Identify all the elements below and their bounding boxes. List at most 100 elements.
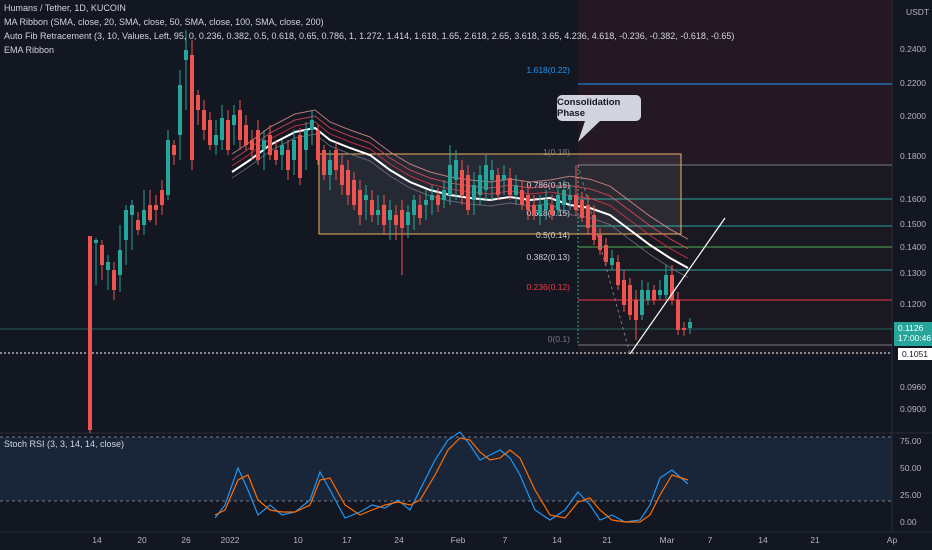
fib-label: 1.618(0.22): [527, 65, 571, 75]
candle-body: [364, 195, 368, 200]
candle-body: [400, 210, 404, 228]
candle-body: [604, 245, 608, 262]
candle-body: [358, 190, 362, 215]
candle-body: [436, 195, 440, 205]
candle-body: [598, 235, 602, 250]
time-tick: 14: [92, 535, 102, 545]
candle-body: [592, 215, 596, 240]
candle-body: [166, 140, 170, 195]
price-tick: 0.1200: [900, 299, 926, 309]
candle-body: [640, 290, 644, 315]
candle-body: [514, 185, 518, 195]
indicator-auto-fib[interactable]: Auto Fib Retracement (3, 10, Values, Lef…: [4, 31, 735, 41]
candle-body: [616, 262, 620, 285]
fib-label: 0.786(0.16): [527, 180, 571, 190]
fib-diagonal: [577, 164, 631, 355]
time-tick: 21: [602, 535, 612, 545]
time-tick: 17: [342, 535, 352, 545]
callout-pointer: [578, 121, 600, 142]
price-tick: 0.0900: [900, 404, 926, 414]
fib-label: 0.236(0.12): [527, 282, 571, 292]
candle-body: [478, 175, 482, 195]
candle-body: [316, 130, 320, 160]
candle-body: [118, 250, 122, 275]
candle-body: [334, 150, 338, 170]
candle-body: [94, 240, 98, 243]
last-price-value: 0.1126: [898, 323, 924, 333]
rsi-tick: 75.00: [900, 436, 922, 446]
candle-body: [448, 165, 452, 195]
candle-body: [610, 258, 614, 265]
price-tick: 0.1800: [900, 151, 926, 161]
price-tick: 0.2200: [900, 78, 926, 88]
candle-body: [388, 210, 392, 220]
candle-body: [178, 85, 182, 135]
candle-body: [376, 210, 380, 215]
fib-label: 0(0.1): [548, 334, 570, 344]
rsi-tick: 25.00: [900, 490, 922, 500]
fib-zone-upper: [578, 0, 892, 165]
candle-body: [232, 115, 236, 125]
time-axis-ticks: 14 20 26 2022 10 17 24 Feb 7 14 21 Mar 7 14 21 Ap: [92, 535, 897, 545]
rsi-label[interactable]: Stoch RSI (3, 3, 14, 14, close): [4, 439, 125, 449]
candle-body: [220, 118, 224, 140]
time-tick: 14: [552, 535, 562, 545]
stoch-k-line: [214, 431, 689, 523]
candle-body: [100, 245, 104, 265]
candle-body: [136, 220, 140, 230]
candle-body: [382, 205, 386, 225]
candle-body: [484, 165, 488, 190]
price-tick: 0.2000: [900, 111, 926, 121]
candle-body: [154, 205, 158, 210]
consolidation-callout[interactable]: Consolidation Phase: [557, 95, 641, 121]
price-tick: 0.2400: [900, 44, 926, 54]
candle-body: [190, 55, 194, 160]
candle-body: [508, 178, 512, 195]
candle-body: [454, 160, 458, 180]
time-tick: 21: [810, 535, 820, 545]
candle-body: [670, 275, 674, 300]
candle-body: [352, 180, 356, 205]
indicator-ma-ribbon[interactable]: MA Ribbon (SMA, close, 20, SMA, close, 5…: [4, 17, 324, 27]
stoch-d-line: [214, 437, 689, 523]
candle-body: [202, 110, 206, 130]
candle-body: [112, 270, 116, 290]
candle-body: [520, 190, 524, 205]
candles: [88, 30, 692, 433]
candle-body: [406, 212, 410, 225]
trend-line[interactable]: [629, 217, 726, 355]
candle-body: [340, 165, 344, 185]
fib-label: 0.618(0.15): [527, 208, 571, 218]
symbol-title[interactable]: Humans / Tether, 1D, KUCOIN: [4, 3, 126, 13]
last-price-tag: 0.1126 17:00:46: [894, 322, 932, 346]
candle-body: [442, 190, 446, 200]
candle-body: [304, 130, 308, 150]
price-tick: 0.1500: [900, 219, 926, 229]
candle-body: [580, 200, 584, 218]
candle-body: [682, 328, 686, 330]
currency-label: USDT: [906, 7, 929, 17]
stoch-rsi-lines: [214, 431, 689, 523]
candle-body: [664, 275, 668, 295]
candle-body: [502, 175, 506, 180]
fib-label: 0.5(0.14): [536, 230, 570, 240]
candle-body: [214, 135, 218, 145]
price-tick: 0.1400: [900, 242, 926, 252]
time-tick: 26: [181, 535, 191, 545]
price-tick: 0.1300: [900, 268, 926, 278]
candle-body: [418, 205, 422, 218]
candle-body: [238, 110, 242, 140]
candle-body: [184, 50, 188, 60]
candle-body: [652, 290, 656, 300]
time-tick: 2022: [221, 535, 240, 545]
countdown-value: 17:00:46: [898, 333, 932, 343]
candle-body: [280, 145, 284, 155]
candle-body: [562, 190, 566, 205]
candle-body: [346, 170, 350, 195]
indicator-ema-ribbon[interactable]: EMA Ribbon: [4, 45, 55, 55]
candle-body: [526, 195, 530, 210]
candle-body: [148, 205, 152, 220]
candle-body: [322, 150, 326, 175]
candle-body: [496, 175, 500, 195]
